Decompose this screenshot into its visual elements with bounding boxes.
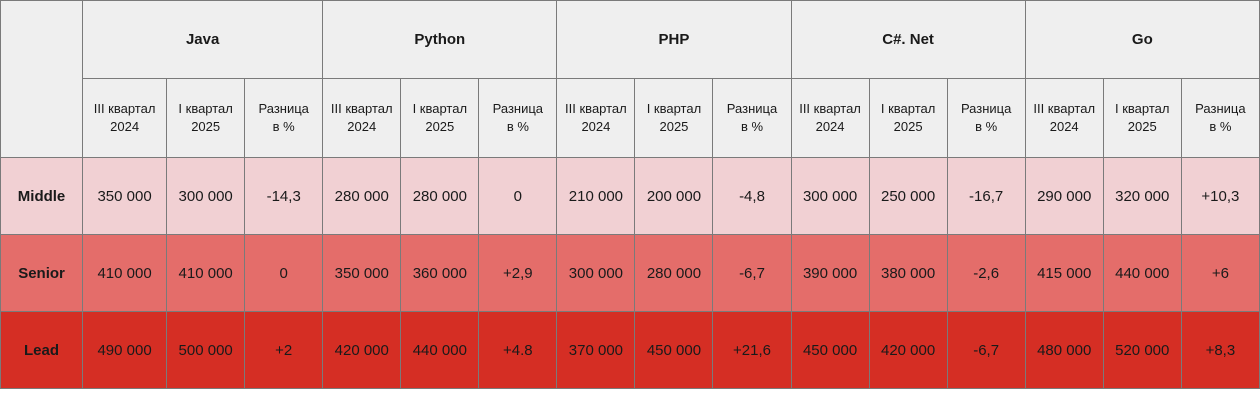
table-cell: 420 000 xyxy=(322,311,402,389)
table-cell: -14,3 xyxy=(244,157,324,235)
subheader-cell: I квартал 2025 xyxy=(400,78,480,158)
table-cell: -4,8 xyxy=(712,157,792,235)
table-cell: 250 000 xyxy=(868,157,948,235)
table-cell: +8,3 xyxy=(1180,311,1260,389)
salary-table: Java Python PHP C#. Net Go III квартал 2… xyxy=(0,0,1260,389)
table-row-senior: Senior 410 000 410 000 0 350 000 360 000 +2,9 3… xyxy=(0,234,1260,312)
table-cell: 440 000 xyxy=(400,311,480,389)
subheader-cell: Разница в % xyxy=(478,78,558,158)
table-cell: 280 000 xyxy=(322,157,402,235)
table-cell: -6,7 xyxy=(712,234,792,312)
table-cell: +10,3 xyxy=(1180,157,1260,235)
table-cell: 440 000 xyxy=(1102,234,1182,312)
table-cell: -2,6 xyxy=(946,234,1026,312)
subheader-cell: III квартал 2024 xyxy=(82,78,168,158)
subheader-cell: I квартал 2025 xyxy=(634,78,714,158)
subheader-cell: Разница в % xyxy=(1180,78,1260,158)
table-cell: 410 000 xyxy=(166,234,246,312)
table-cell: 410 000 xyxy=(82,234,168,312)
language-header: PHP xyxy=(556,0,792,79)
language-header-row: Java Python PHP C#. Net Go xyxy=(0,0,1260,158)
table-cell: 350 000 xyxy=(82,157,168,235)
table-cell: 300 000 xyxy=(790,157,870,235)
subheader-cell: III квартал 2024 xyxy=(556,78,636,158)
table-cell: 290 000 xyxy=(1024,157,1104,235)
subheader-cell: Разница в % xyxy=(946,78,1026,158)
language-header: Java xyxy=(82,0,324,79)
table-row-middle: Middle 350 000 300 000 -14,3 280 000 280 000 0… xyxy=(0,157,1260,235)
table-cell: +4.8 xyxy=(478,311,558,389)
table-cell: 390 000 xyxy=(790,234,870,312)
subheader-cell: Разница в % xyxy=(712,78,792,158)
subheader-cell: III квартал 2024 xyxy=(1024,78,1104,158)
table-cell: +21,6 xyxy=(712,311,792,389)
table-cell: 370 000 xyxy=(556,311,636,389)
table-cell: 380 000 xyxy=(868,234,948,312)
row-label: Middle xyxy=(0,157,84,235)
table-row-lead: Lead 490 000 500 000 +2 420 000 440 000 +4.8 37… xyxy=(0,311,1260,389)
row-label: Senior xyxy=(0,234,84,312)
table-cell: 480 000 xyxy=(1024,311,1104,389)
subheader-cell: Разница в % xyxy=(244,78,324,158)
table-cell: 350 000 xyxy=(322,234,402,312)
subheader-row: III квартал 2024 I квартал 2025 Разница … xyxy=(1,78,1260,158)
table-cell: 320 000 xyxy=(1102,157,1182,235)
subheader-cell: I квартал 2025 xyxy=(166,78,246,158)
table-cell: +2,9 xyxy=(478,234,558,312)
table-cell: 450 000 xyxy=(634,311,714,389)
table-cell: +6 xyxy=(1180,234,1260,312)
table-cell: 300 000 xyxy=(556,234,636,312)
language-header: Python xyxy=(322,0,558,79)
subheader-cell: III квартал 2024 xyxy=(322,78,402,158)
table-cell: 490 000 xyxy=(82,311,168,389)
subheader-cell: I квартал 2025 xyxy=(1102,78,1182,158)
table-cell: 500 000 xyxy=(166,311,246,389)
table-cell: 280 000 xyxy=(634,234,714,312)
table-cell: 300 000 xyxy=(166,157,246,235)
table-cell: 415 000 xyxy=(1024,234,1104,312)
row-label: Lead xyxy=(0,311,84,389)
table-cell: 0 xyxy=(478,157,558,235)
table-cell: 280 000 xyxy=(400,157,480,235)
table-cell: 210 000 xyxy=(556,157,636,235)
table-cell: 200 000 xyxy=(634,157,714,235)
table-cell: +2 xyxy=(244,311,324,389)
language-header: C#. Net xyxy=(790,0,1026,79)
table-body: Middle 350 000 300 000 -14,3 280 000 280 000 0… xyxy=(0,157,1260,389)
subheader-cell: I квартал 2025 xyxy=(868,78,948,158)
table-cell: -6,7 xyxy=(946,311,1026,389)
table-cell: 520 000 xyxy=(1102,311,1182,389)
table-cell: 0 xyxy=(244,234,324,312)
table-cell: -16,7 xyxy=(946,157,1026,235)
table-cell: 450 000 xyxy=(790,311,870,389)
table-cell: 360 000 xyxy=(400,234,480,312)
corner-cell xyxy=(0,0,84,158)
subheader-cell: III квартал 2024 xyxy=(790,78,870,158)
table-cell: 420 000 xyxy=(868,311,948,389)
language-header: Go xyxy=(1024,0,1260,79)
